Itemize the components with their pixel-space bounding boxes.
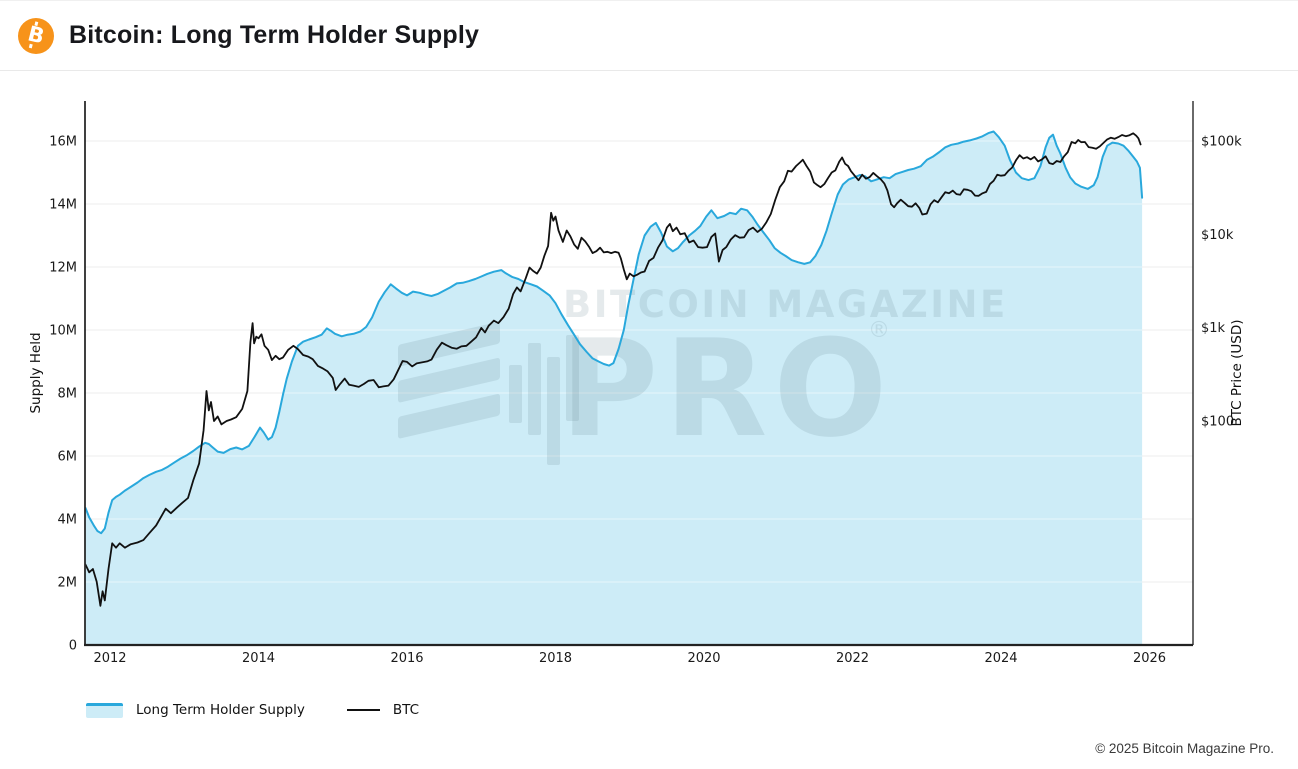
svg-text:8M: 8M [58, 387, 78, 402]
svg-text:2012: 2012 [93, 651, 126, 666]
svg-text:2022: 2022 [836, 651, 869, 666]
svg-text:10M: 10M [49, 324, 77, 339]
legend-item-lth-supply[interactable]: Long Term Holder Supply [86, 702, 305, 718]
bitcoin-logo-icon: B [18, 17, 54, 54]
btc-price-line [84, 132, 1142, 607]
left-axis-title: Supply Held [28, 332, 44, 413]
lth-supply-area [85, 131, 1143, 645]
svg-text:2016: 2016 [390, 651, 423, 666]
svg-text:BITCOIN MAGAZINE: BITCOIN MAGAZINE [563, 283, 1008, 326]
footer: © 2025 Bitcoin Magazine Pro. [1095, 741, 1274, 756]
svg-text:2014: 2014 [242, 651, 275, 666]
svg-text:®: ® [868, 318, 890, 343]
svg-text:2026: 2026 [1133, 651, 1166, 666]
svg-text:$100: $100 [1201, 415, 1234, 430]
bitcoin-b-glyph: B [25, 21, 47, 49]
svg-text:14M: 14M [49, 198, 77, 213]
header: B Bitcoin: Long Term Holder Supply [0, 1, 1298, 71]
svg-text:2024: 2024 [984, 651, 1017, 666]
svg-text:6M: 6M [58, 450, 78, 465]
legend-item-btc[interactable]: BTC [346, 702, 420, 718]
line-swatch-icon [346, 709, 380, 711]
right-axis-tick-labels: $100 $1k $10k $100k [1201, 135, 1242, 430]
svg-text:12M: 12M [49, 261, 77, 276]
svg-text:PRO: PRO [560, 311, 893, 467]
x-axis-tick-labels: 2012 2014 2016 2018 2020 2022 2024 2026 [93, 651, 1166, 666]
svg-text:2018: 2018 [539, 651, 572, 666]
svg-text:$10k: $10k [1201, 228, 1234, 243]
legend: Long Term Holder Supply BTC [86, 702, 419, 718]
svg-text:4M: 4M [58, 513, 78, 528]
svg-text:$1k: $1k [1201, 321, 1226, 336]
legend-label-btc: BTC [392, 702, 420, 718]
page-title: Bitcoin: Long Term Holder Supply [69, 21, 480, 49]
copyright-text: © 2025 Bitcoin Magazine Pro. [1095, 741, 1274, 756]
chart-card: BITCOIN MAGAZINE PRO ® 2012 2014 2016 2018 2020… [0, 71, 1298, 696]
area-swatch-icon [86, 702, 123, 718]
svg-text:2M: 2M [58, 576, 78, 591]
svg-text:2020: 2020 [687, 651, 720, 666]
right-axis-title: BTC Price (USD) [1229, 319, 1245, 426]
svg-text:$100k: $100k [1201, 135, 1242, 150]
legend-label-lth-supply: Long Term Holder Supply [136, 702, 305, 718]
left-axis-tick-labels: 0 2M 4M 6M 8M 10M 12M 14M 16M [49, 135, 77, 654]
lth-supply-line [84, 130, 1144, 535]
svg-text:16M: 16M [49, 135, 77, 150]
svg-text:0: 0 [69, 639, 77, 654]
